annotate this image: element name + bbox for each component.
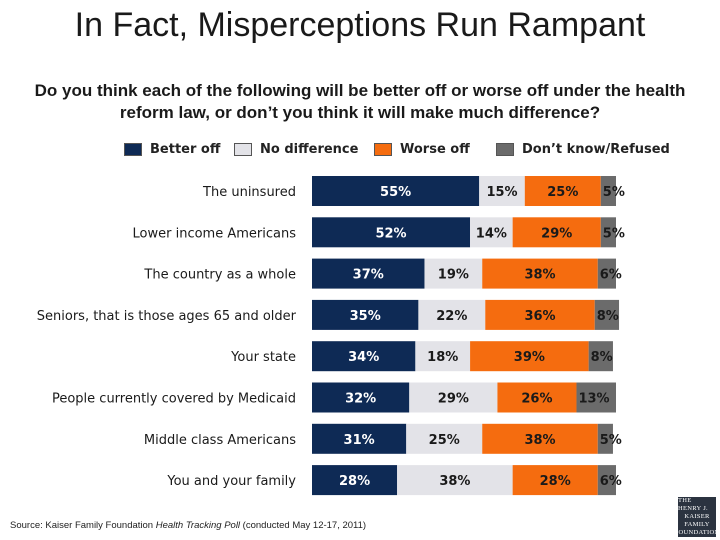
value-label-dk-seniors-that-is-those-ages-65-and-older: 8%: [597, 309, 619, 324]
logo-line-2: KAISER: [684, 513, 710, 520]
category-label-the-country-as-a-whole: The country as a whole: [143, 268, 296, 283]
value-label-better-you-and-your-family: 28%: [339, 474, 370, 489]
value-label-nodiff-lower-income-americans: 14%: [476, 226, 507, 241]
survey-question: Do you think each of the following will …: [34, 81, 686, 122]
bar-dk-the-country-as-a-whole: [597, 258, 616, 289]
legend-label-better-off: Better off: [150, 141, 221, 157]
bar-worse-you-and-your-family: [512, 465, 598, 496]
bar-dk-middle-class-americans: [597, 423, 613, 454]
legend-item-no-difference: No difference: [234, 140, 358, 158]
source-prefix: Source: Kaiser Family Foundation: [10, 520, 156, 531]
value-label-worse-people-currently-covered-by-medicaid: 26%: [521, 392, 552, 407]
legend-item-worse-off: Worse off: [374, 140, 470, 158]
value-label-dk-the-country-as-a-whole: 6%: [600, 268, 622, 283]
category-label-people-currently-covered-by-medicaid: People currently covered by Medicaid: [52, 392, 296, 407]
bar-worse-your-state: [470, 341, 589, 372]
bar-worse-seniors-that-is-those-ages-65-and-older: [485, 299, 595, 330]
bar-nodiff-seniors-that-is-those-ages-65-and-older: [418, 299, 486, 330]
category-label-your-state: Your state: [230, 350, 296, 365]
bar-better-the-uninsured: [312, 176, 480, 206]
value-label-worse-lower-income-americans: 29%: [541, 226, 572, 241]
logo-line-4: FOUNDATION: [674, 529, 720, 536]
bar-dk-you-and-your-family: [597, 465, 616, 496]
bar-nodiff-the-uninsured: [479, 176, 525, 206]
bar-nodiff-people-currently-covered-by-medicaid: [409, 382, 498, 413]
value-label-worse-your-state: 39%: [514, 350, 545, 365]
chart-legend: Better off No difference Worse off Don’t…: [0, 140, 720, 160]
source-poll-name: Health Tracking Poll: [155, 520, 241, 531]
bar-better-lower-income-americans: [312, 217, 471, 248]
bar-nodiff-lower-income-americans: [470, 217, 513, 248]
value-label-dk-lower-income-americans: 5%: [603, 226, 625, 241]
bar-dk-seniors-that-is-those-ages-65-and-older: [594, 299, 620, 330]
category-label-middle-class-americans: Middle class Americans: [144, 433, 296, 448]
bar-nodiff-your-state: [415, 341, 471, 372]
value-label-worse-the-uninsured: 25%: [547, 185, 578, 200]
value-label-dk-middle-class-americans: 5%: [600, 433, 622, 448]
legend-label-no-difference: No difference: [260, 141, 359, 157]
legend-item-dont-know: Don’t know/Refused: [496, 140, 670, 158]
bar-better-the-country-as-a-whole: [312, 258, 425, 289]
category-label-you-and-your-family: You and your family: [166, 474, 296, 489]
bar-dk-the-uninsured: [600, 176, 616, 206]
value-label-nodiff-seniors-that-is-those-ages-65-and-older: 22%: [436, 309, 467, 324]
value-label-nodiff-you-and-your-family: 38%: [439, 474, 470, 489]
value-label-better-the-country-as-a-whole: 37%: [353, 268, 384, 283]
legend-swatch-worse-off: [374, 142, 392, 156]
source-suffix: (conducted May 12-17, 2011): [240, 520, 367, 531]
value-label-worse-the-country-as-a-whole: 38%: [524, 268, 555, 283]
bar-better-you-and-your-family: [312, 465, 398, 496]
bar-dk-lower-income-americans: [600, 217, 616, 248]
bar-worse-lower-income-americans: [512, 217, 601, 248]
kff-logo: THE HENRY J. KAISER FAMILY FOUNDATION: [675, 497, 719, 537]
value-label-dk-people-currently-covered-by-medicaid: 13%: [578, 392, 609, 407]
category-label-the-uninsured: The uninsured: [202, 185, 296, 200]
bar-better-seniors-that-is-those-ages-65-and-older: [312, 299, 419, 330]
value-label-better-the-uninsured: 55%: [380, 185, 411, 200]
value-label-nodiff-the-uninsured: 15%: [486, 185, 517, 200]
bar-nodiff-you-and-your-family: [397, 465, 513, 496]
slide-title: In Fact, Misperceptions Run Rampant: [74, 6, 646, 44]
logo-line-3: FAMILY: [684, 521, 710, 528]
bar-nodiff-the-country-as-a-whole: [424, 258, 483, 289]
bar-worse-the-uninsured: [524, 176, 601, 206]
value-label-nodiff-the-country-as-a-whole: 19%: [438, 268, 469, 283]
value-label-nodiff-your-state: 18%: [427, 350, 458, 365]
bar-worse-the-country-as-a-whole: [482, 258, 598, 289]
bar-dk-people-currently-covered-by-medicaid: [576, 382, 616, 413]
category-label-lower-income-americans: Lower income Americans: [133, 226, 297, 241]
bar-dk-your-state: [588, 341, 613, 372]
value-label-dk-you-and-your-family: 6%: [600, 474, 622, 489]
value-label-better-lower-income-americans: 52%: [375, 226, 406, 241]
legend-swatch-no-difference: [234, 142, 252, 156]
value-label-better-seniors-that-is-those-ages-65-and-older: 35%: [350, 309, 381, 324]
value-label-better-middle-class-americans: 31%: [344, 433, 375, 448]
source-note: Source: Kaiser Family Foundation Health …: [10, 520, 366, 531]
legend-swatch-dont-know: [496, 142, 514, 156]
logo-line-1: THE HENRY J.: [678, 497, 708, 512]
value-label-worse-you-and-your-family: 28%: [540, 474, 571, 489]
bar-nodiff-middle-class-americans: [406, 423, 483, 454]
bar-better-your-state: [312, 341, 416, 372]
value-label-nodiff-people-currently-covered-by-medicaid: 29%: [438, 392, 469, 407]
value-label-worse-seniors-that-is-those-ages-65-and-older: 36%: [524, 309, 555, 324]
bar-better-people-currently-covered-by-medicaid: [312, 382, 410, 413]
legend-label-dont-know: Don’t know/Refused: [522, 141, 670, 157]
bar-better-middle-class-americans: [312, 423, 407, 454]
value-label-dk-the-uninsured: 5%: [603, 185, 625, 200]
legend-item-better-off: Better off: [124, 140, 220, 158]
category-label-seniors-that-is-those-ages-65-and-older: Seniors, that is those ages 65 and older: [37, 309, 297, 324]
value-label-nodiff-middle-class-americans: 25%: [429, 433, 460, 448]
bar-worse-people-currently-covered-by-medicaid: [497, 382, 577, 413]
value-label-dk-your-state: 8%: [591, 350, 613, 365]
value-label-worse-middle-class-americans: 38%: [524, 433, 555, 448]
value-label-better-your-state: 34%: [348, 350, 379, 365]
bar-worse-middle-class-americans: [482, 423, 598, 454]
legend-swatch-better-off: [124, 142, 142, 156]
value-label-better-people-currently-covered-by-medicaid: 32%: [345, 392, 376, 407]
legend-label-worse-off: Worse off: [400, 141, 470, 157]
